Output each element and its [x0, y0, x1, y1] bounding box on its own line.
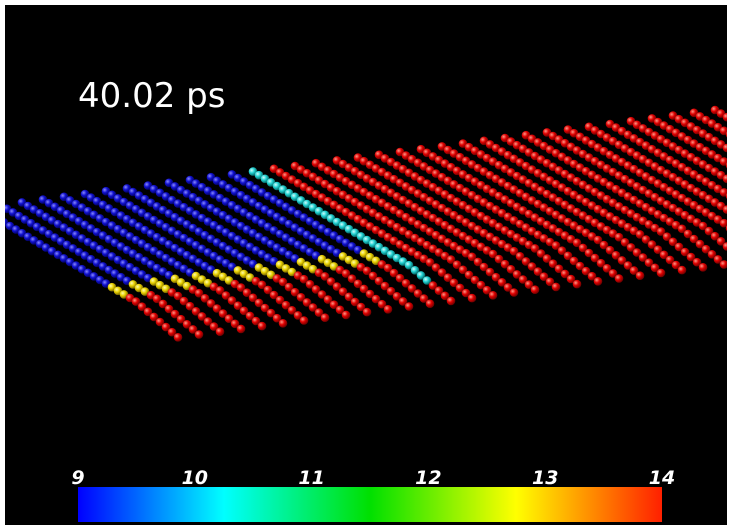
tick-label: 11	[298, 467, 324, 489]
time-label: 40.02 ps	[78, 76, 225, 116]
tick-label: 10	[182, 467, 208, 489]
viewer: 40.02 ps 9 10 11 12 13 14	[0, 0, 732, 527]
tick-label: 14	[649, 467, 675, 489]
colorbar	[78, 487, 662, 522]
tick-label: 9	[71, 467, 84, 489]
tick-label: 12	[415, 467, 441, 489]
tick-label: 13	[532, 467, 558, 489]
